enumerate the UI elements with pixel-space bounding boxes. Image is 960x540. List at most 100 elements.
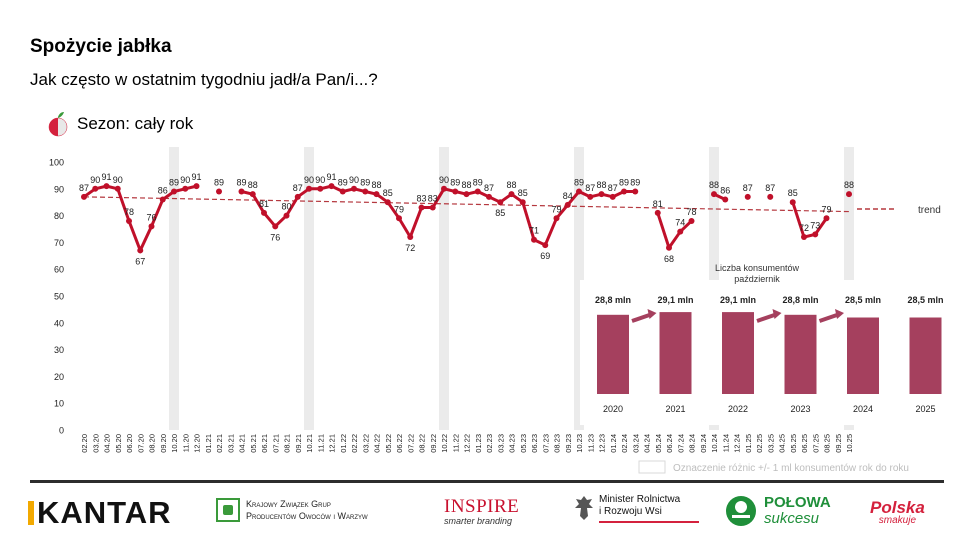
data-label: 68 [664,254,674,264]
bar-category-label: 2022 [728,404,748,414]
data-label: 87 [585,183,595,193]
data-label: 85 [518,188,528,198]
data-label: 90 [349,175,359,185]
x-tick-label: 09.22 [429,434,438,453]
data-point [587,193,594,200]
data-label: 79 [821,204,831,214]
x-tick-label: 02.22 [350,434,359,453]
data-label: 85 [495,208,505,218]
data-label: 76 [146,212,156,222]
x-tick-label: 12.24 [733,434,742,453]
data-label: 78 [124,207,134,217]
data-point [609,193,616,200]
data-point [508,191,515,198]
polska-line1: Polska [870,498,925,517]
data-label: 89 [169,177,179,187]
bar-value-label: 28,5 mln [907,295,943,305]
data-point [126,217,132,224]
x-tick-label: 04.23 [508,434,517,453]
x-tick-label: 10.20 [170,434,179,453]
data-point [396,215,402,222]
x-tick-label: 04.25 [778,434,787,453]
x-tick-label: 07.22 [406,434,415,453]
bar-chart-title: Liczba konsumentów październik [715,263,800,284]
polowa-line2: sukcesu [764,510,820,527]
change-arrow-head [772,309,782,319]
data-label: 86 [720,186,730,196]
change-arrow-shaft [631,312,652,323]
data-label: 88 [709,180,719,190]
x-tick-label: 04.20 [103,434,112,453]
bar [722,312,754,394]
data-point [553,215,560,222]
data-label: 89 [338,177,348,187]
polowa-sukcesu-logo: POŁOWA sukcesu [724,494,831,528]
bar-value-label: 28,8 mln [595,295,631,305]
data-point [137,247,144,254]
y-tick-label: 70 [54,238,64,248]
data-point [193,183,200,190]
data-label: 90 [113,175,123,185]
data-point [486,193,492,200]
bar [597,314,629,394]
x-tick-label: 03.25 [766,434,775,453]
data-label: 85 [383,188,393,198]
bar [909,317,942,394]
x-tick-label: 11.22 [451,434,460,452]
data-point [306,185,312,192]
data-label: 90 [90,175,100,185]
x-tick-label: 08.25 [823,434,832,453]
data-point [711,191,717,198]
x-tick-label: 01.24 [609,434,618,453]
data-label: 89 [214,177,224,187]
data-label: 89 [236,177,246,187]
data-label: 90 [180,175,190,185]
data-label: 91 [326,172,336,182]
data-point [722,196,729,203]
data-point [249,191,256,198]
x-tick-label: 06.21 [260,434,269,453]
data-label: 87 [293,183,303,193]
x-tick-label: 10.24 [710,434,719,453]
x-tick-label: 10.21 [305,434,314,453]
eagle-emblem-icon [575,496,593,520]
bar-category-label: 2023 [790,404,810,414]
x-tick-label: 05.24 [654,434,663,453]
bar-value-label: 29,1 mln [657,295,693,305]
data-label: 88 [461,180,471,190]
minister-line1: Minister Rolnictwa [599,494,681,505]
data-label: 67 [135,256,145,266]
x-tick-label: 06.23 [530,434,539,453]
data-label: 87 [484,183,494,193]
inspire-logo: INSPIRE smarter branding [444,496,519,526]
polowa-mark-icon [726,496,756,526]
data-label: 89 [473,177,483,187]
kzgpow-line1: Krajowy Związek Grup [246,499,331,509]
x-tick-label: 02.23 [485,434,494,453]
data-label: 72 [405,243,415,253]
data-label: 69 [540,251,550,261]
data-point [621,188,627,195]
bar [784,314,817,394]
shaded-band [169,147,179,430]
data-point [92,185,99,192]
legend-trend-label: trend [918,205,941,216]
bar [847,317,879,394]
note-swatch [638,460,666,474]
data-point [216,188,222,195]
bar-category-label: 2024 [853,404,873,414]
polska-smakuje-logo: Polska smakuje [870,498,925,526]
x-tick-label: 02.25 [755,434,764,453]
x-tick-label: 06.24 [665,434,674,453]
shaded-band [574,147,584,430]
apple-icon [48,112,68,137]
data-point [407,234,414,241]
data-label: 89 [619,177,629,187]
series-line-segment [83,184,197,252]
kzgpow-mark-icon [216,498,240,522]
data-label: 72 [799,223,809,233]
data-point [474,188,481,195]
change-arrow-shaft [756,312,777,323]
x-tick-label: 09.24 [699,434,708,453]
